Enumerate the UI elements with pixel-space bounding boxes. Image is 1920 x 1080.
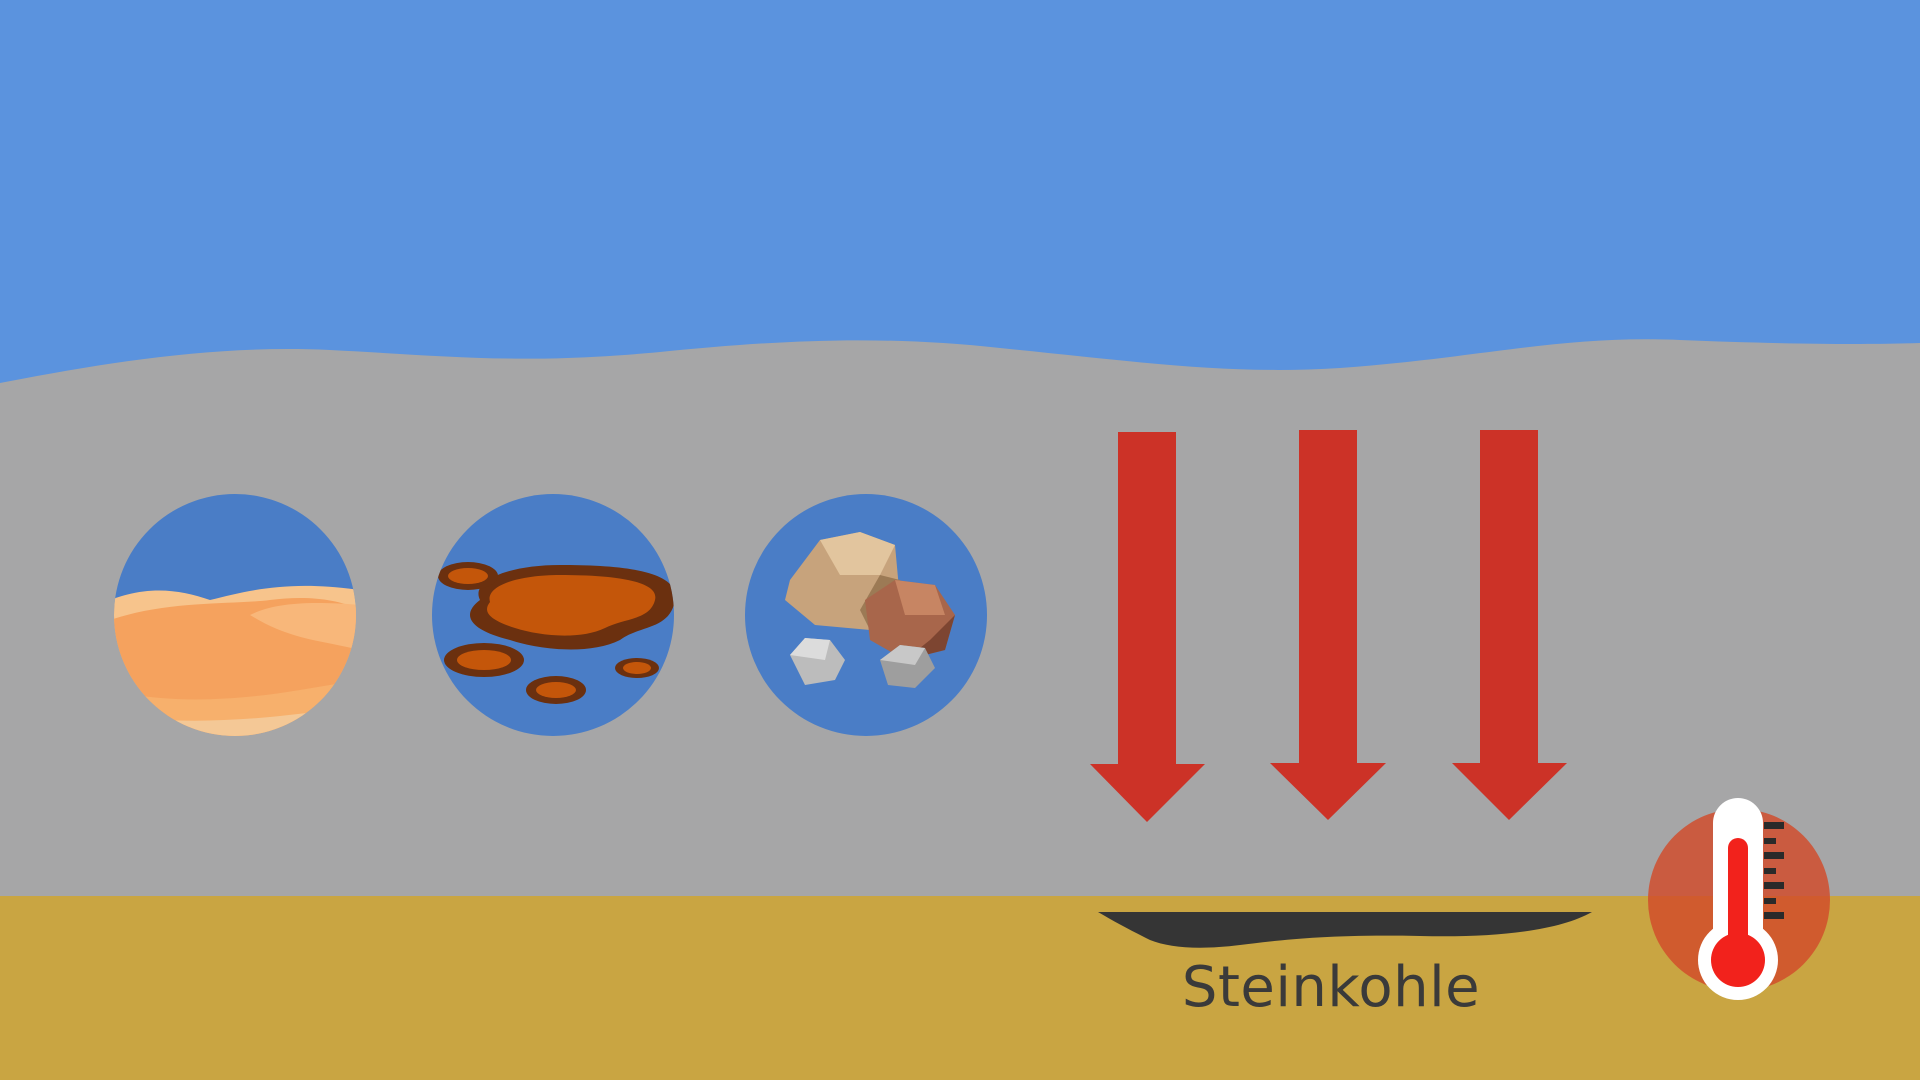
coal-label: Steinkohle [1181,955,1481,1020]
pressure-arrow [1452,430,1567,820]
oil-icon [432,494,674,736]
rocks-icon [745,494,987,736]
thermometer-icon [1648,798,1830,1000]
ground-layer [0,896,1920,1080]
pressure-arrow [1270,430,1386,820]
pressure-arrows [1090,430,1567,822]
pressure-arrow [1090,432,1205,822]
coal-seam [1098,912,1592,948]
